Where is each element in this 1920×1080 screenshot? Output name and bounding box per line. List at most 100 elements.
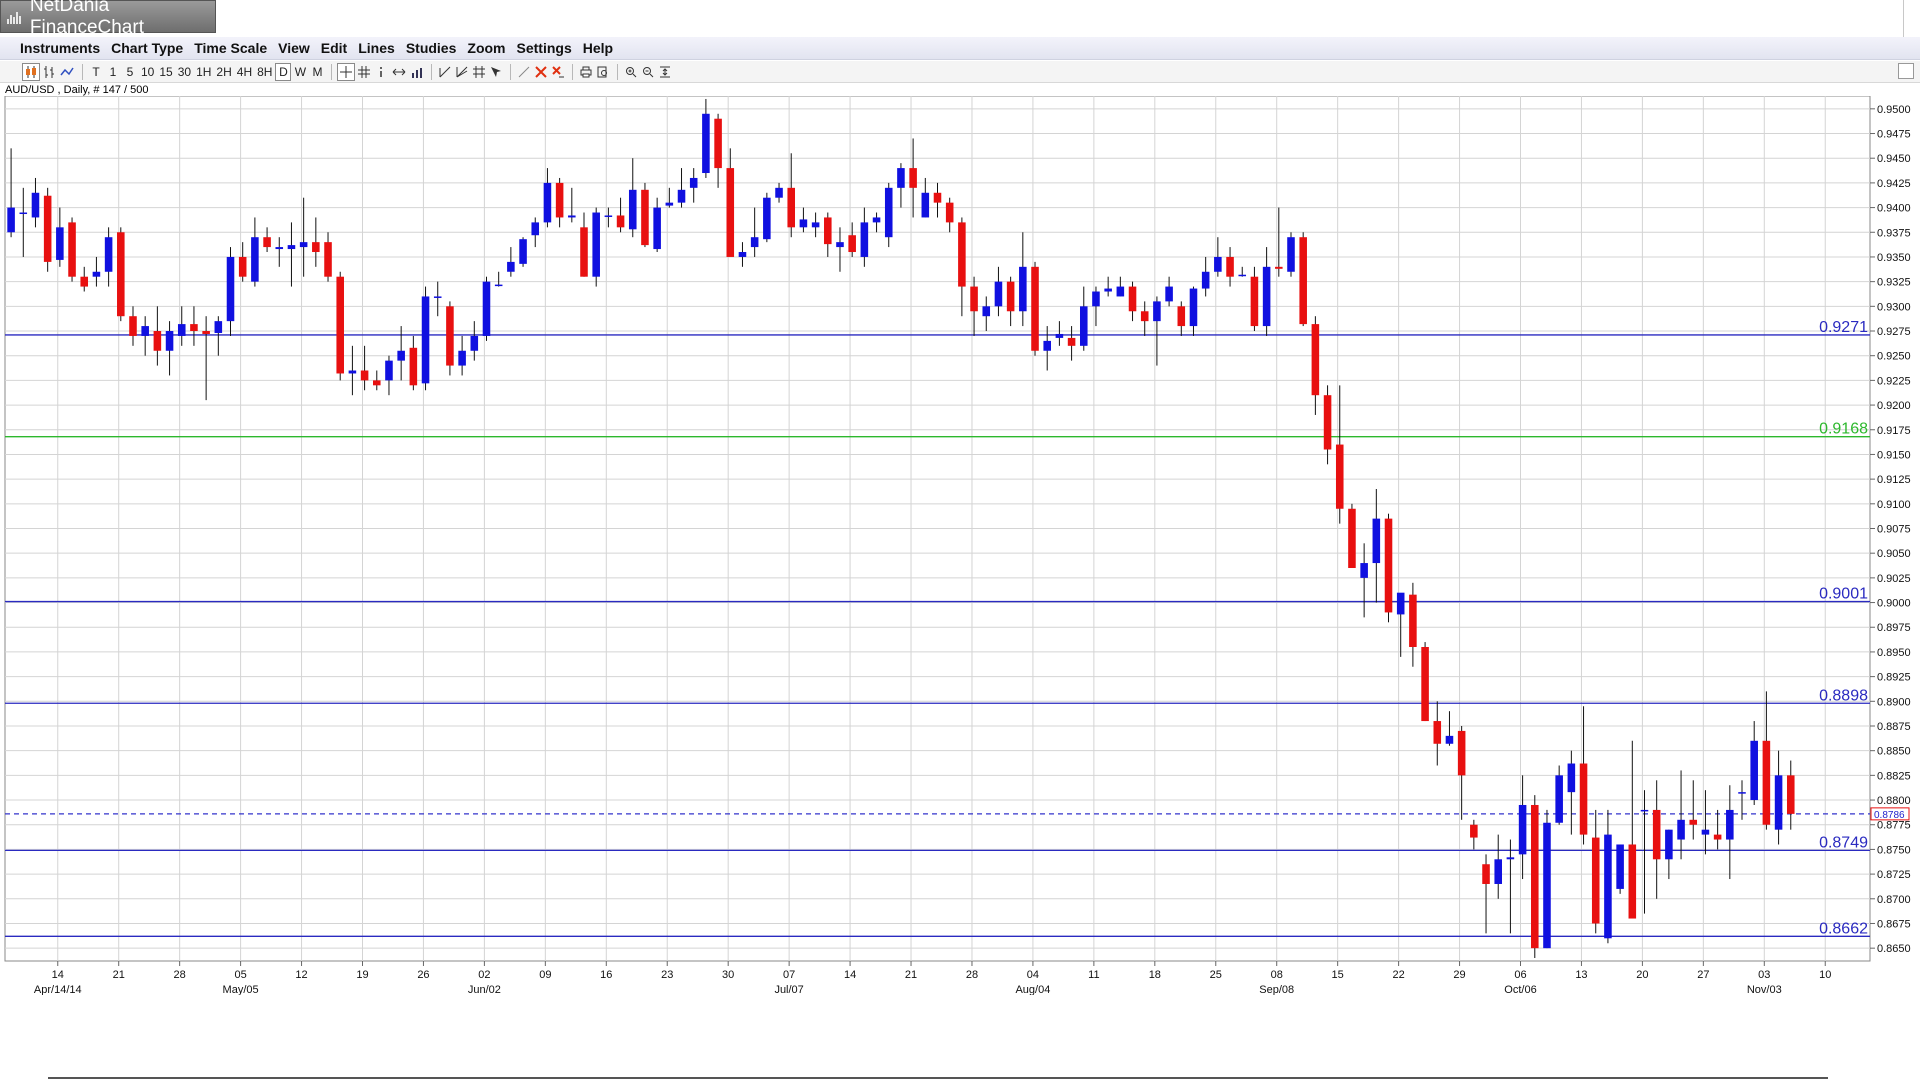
candle-body xyxy=(1043,340,1051,351)
x-tick-label: 06 xyxy=(1514,969,1526,981)
fan-icon[interactable] xyxy=(454,63,470,81)
toolbar-separator xyxy=(572,63,574,80)
menu-lines[interactable]: Lines xyxy=(358,40,395,56)
x-date-label: Nov/03 xyxy=(1747,984,1782,996)
timeframe-10[interactable]: 10 xyxy=(141,64,155,79)
menu-view[interactable]: View xyxy=(278,40,310,56)
candle-body xyxy=(177,324,186,336)
timeframe-w[interactable]: W xyxy=(294,64,307,79)
candle-body xyxy=(519,239,527,264)
draw-line-icon[interactable] xyxy=(516,63,532,81)
candle-body xyxy=(312,242,320,253)
menu-instruments[interactable]: Instruments xyxy=(20,40,101,56)
timeframe-m[interactable]: M xyxy=(312,64,323,79)
zoom-in-icon[interactable] xyxy=(623,63,639,81)
crosshair-icon[interactable] xyxy=(337,62,356,81)
timeframe-5[interactable]: 5 xyxy=(126,64,134,79)
trendline-icon[interactable] xyxy=(437,63,453,81)
candle-body xyxy=(641,189,649,246)
delete-all-icon[interactable] xyxy=(550,63,566,81)
candle-body xyxy=(1567,763,1576,793)
volume-icon[interactable] xyxy=(409,63,425,81)
ohlc-bars-icon[interactable] xyxy=(41,63,57,81)
x-tick-label: 04 xyxy=(1027,969,1039,981)
line-chart-icon[interactable] xyxy=(58,63,76,81)
x-tick-label: 08 xyxy=(1271,969,1283,981)
grid-icon[interactable] xyxy=(356,63,372,81)
window-tab[interactable]: NetDania FinanceChart xyxy=(0,0,216,38)
candle-body xyxy=(982,306,991,317)
x-tick-label: 19 xyxy=(356,969,368,981)
candle-body xyxy=(1726,809,1734,840)
y-tick-label: 0.8925 xyxy=(1877,672,1911,684)
candle-body xyxy=(68,222,76,277)
panel-toggle-icon[interactable] xyxy=(1898,63,1914,79)
timeframe-t[interactable]: T xyxy=(92,64,100,79)
candle-body xyxy=(1372,518,1381,564)
x-date-label: Aug/04 xyxy=(1015,984,1050,996)
bottom-scrollbar[interactable] xyxy=(48,1077,1828,1079)
timeframe-d[interactable]: D xyxy=(275,62,292,81)
candle-body xyxy=(1701,829,1710,835)
candle-body xyxy=(1128,286,1137,312)
candle-body xyxy=(1214,256,1222,272)
candle-body xyxy=(1555,775,1563,823)
candle-body xyxy=(1189,288,1198,327)
timeframe-1h[interactable]: 1H xyxy=(196,64,212,79)
x-tick-label: 23 xyxy=(661,969,673,981)
menu-help[interactable]: Help xyxy=(582,40,614,56)
candle-body xyxy=(994,281,1003,307)
timeframe-30[interactable]: 30 xyxy=(177,64,192,79)
candlestick-icon[interactable] xyxy=(22,62,40,81)
print-preview-icon[interactable] xyxy=(595,63,611,81)
x-tick-label: 20 xyxy=(1636,969,1648,981)
x-tick-label: 10 xyxy=(1819,969,1831,981)
candle-body xyxy=(1616,844,1624,889)
fit-icon[interactable] xyxy=(657,63,673,81)
candle-body xyxy=(787,187,796,228)
y-tick-label: 0.9200 xyxy=(1877,400,1911,412)
timeframe-1[interactable]: 1 xyxy=(109,64,117,79)
status-area xyxy=(0,995,1920,1080)
candle-body xyxy=(1786,775,1795,814)
candle-body xyxy=(872,217,881,223)
timeframe-4h[interactable]: 4H xyxy=(236,64,253,79)
x-tick-label: 14 xyxy=(52,969,64,981)
candle-body xyxy=(165,331,174,351)
fibonacci-icon[interactable] xyxy=(471,63,487,81)
candle-body xyxy=(824,217,832,245)
y-tick-label: 0.8825 xyxy=(1877,770,1911,782)
candle-body xyxy=(1409,594,1417,647)
level-label: 0.8898 xyxy=(1819,687,1868,704)
candle-body xyxy=(1713,834,1722,840)
menu-studies[interactable]: Studies xyxy=(405,40,457,56)
x-tick-label: 28 xyxy=(966,969,978,981)
candle-body xyxy=(1774,775,1783,830)
candlestick-chart[interactable]: 0.9500 0.9475 0.9450 0.9425 0.9400 0.9375 0.93… xyxy=(0,96,1920,996)
menu-chart-type[interactable]: Chart Type xyxy=(111,40,184,56)
timeframe-15[interactable]: 15 xyxy=(159,64,173,79)
menu-zoom[interactable]: Zoom xyxy=(467,40,506,56)
menu-settings[interactable]: Settings xyxy=(516,40,572,56)
x-tick-label: 29 xyxy=(1453,969,1465,981)
candle-body xyxy=(1201,271,1210,289)
candle-body xyxy=(1055,333,1064,338)
app-title: NetDania FinanceChart xyxy=(29,0,144,38)
y-tick-label: 0.8725 xyxy=(1877,869,1911,881)
delete-icon[interactable] xyxy=(533,63,549,81)
pan-icon[interactable] xyxy=(390,63,408,81)
candle-body xyxy=(1006,281,1015,312)
toolbar-separator xyxy=(431,63,433,80)
zoom-out-icon[interactable] xyxy=(640,63,656,81)
candle-body xyxy=(1518,804,1527,855)
menu-edit[interactable]: Edit xyxy=(320,40,348,56)
candle-body xyxy=(373,380,381,386)
y-tick-label: 0.9450 xyxy=(1877,153,1911,165)
timeframe-8h[interactable]: 8H xyxy=(257,64,273,79)
cursor-arrow-icon[interactable] xyxy=(488,63,504,81)
menu-time-scale[interactable]: Time Scale xyxy=(194,40,268,56)
info-icon[interactable] xyxy=(373,63,389,81)
candle-body xyxy=(1238,274,1247,277)
timeframe-2h[interactable]: 2H xyxy=(216,64,232,79)
print-icon[interactable] xyxy=(578,63,594,81)
